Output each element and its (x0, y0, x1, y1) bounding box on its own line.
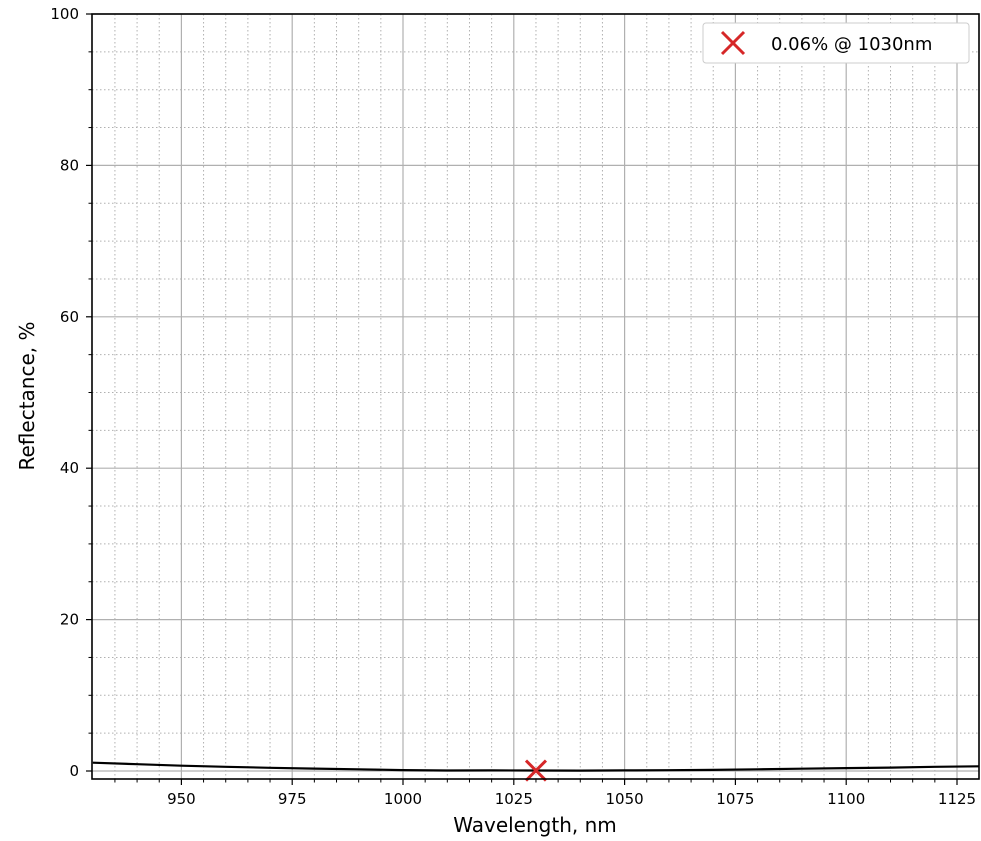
marker-stroke-b (524, 759, 548, 782)
legend-x-marker-icon (720, 30, 746, 56)
marker-layer (524, 759, 548, 782)
x-tick-label: 950 (167, 790, 196, 808)
x-tick-label: 1025 (495, 790, 533, 808)
x-axis-label: Wavelength, nm (453, 813, 617, 837)
legend-box (702, 22, 970, 64)
y-axis-label: Reflectance, % (15, 322, 39, 471)
y-tick-label: 0 (69, 762, 79, 780)
legend-entry-label: 0.06% @ 1030nm (771, 34, 932, 55)
ticks-layer (86, 13, 958, 785)
x-tick-label: 1100 (827, 790, 865, 808)
marker-x-0 (524, 759, 548, 782)
y-tick-label: 100 (50, 5, 79, 23)
x-tick-label: 1125 (938, 790, 976, 808)
y-tick-label: 60 (60, 308, 79, 326)
minor-grid (92, 14, 979, 779)
y-tick-label: 80 (60, 156, 79, 174)
y-tick-label: 40 (60, 459, 79, 477)
x-tick-labels: 950 975 1000 1025 1050 1075 1100 1125 (167, 790, 976, 808)
y-tick-label: 20 (60, 611, 79, 629)
y-tick-labels: 0 20 40 60 80 100 (50, 5, 79, 780)
x-tick-label: 1000 (384, 790, 422, 808)
legend: 0.06% @ 1030nm (702, 22, 970, 64)
x-tick-label: 1075 (716, 790, 754, 808)
x-tick-label: 975 (278, 790, 307, 808)
x-tick-label: 1050 (606, 790, 644, 808)
